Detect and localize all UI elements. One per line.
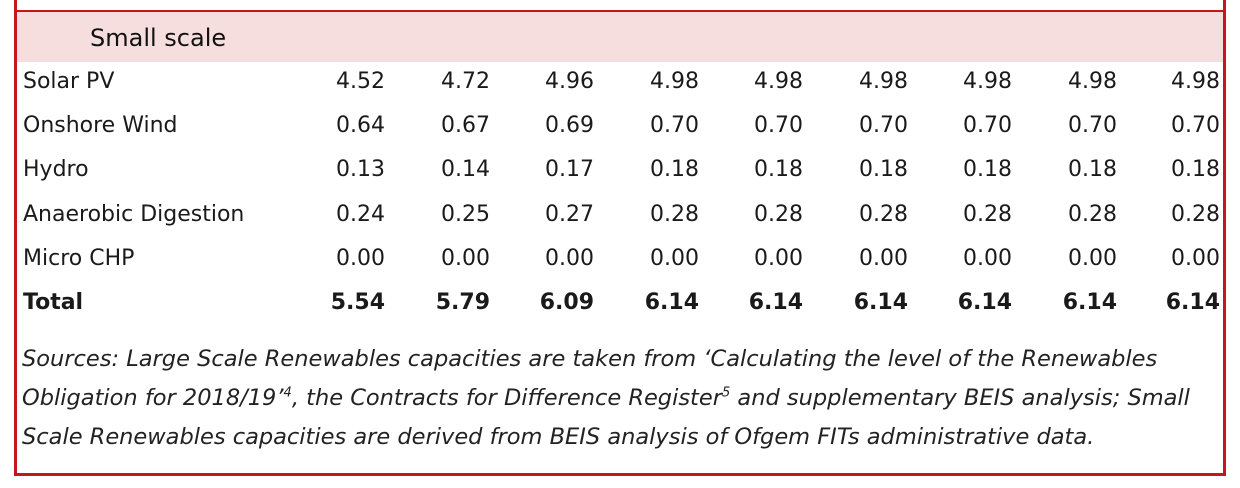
table-cell: 0.00	[1171, 246, 1220, 271]
table-cell: 0.00	[441, 246, 490, 271]
table-cell: 0.70	[754, 113, 803, 138]
table-row: Onshore Wind 0.64 0.67 0.69 0.70 0.70 0.…	[17, 106, 1223, 150]
table-cell: 0.18	[754, 157, 803, 182]
table-cell: 0.18	[859, 157, 908, 182]
table-top-border	[14, 10, 1226, 12]
table-cell: 0.70	[1171, 113, 1220, 138]
table-cell: 0.00	[336, 246, 385, 271]
table-cell: 0.00	[963, 246, 1012, 271]
row-label: Micro CHP	[23, 246, 135, 271]
table-cell: 4.98	[859, 69, 908, 94]
table-cell: 0.70	[1068, 113, 1117, 138]
table-cell: 4.98	[963, 69, 1012, 94]
sources-text: Obligation for 2018/19’	[22, 385, 284, 411]
footnote-ref: 4	[283, 385, 292, 401]
footnote-ref: 5	[721, 385, 731, 401]
table-cell: 0.00	[650, 246, 699, 271]
table-cell: 6.14	[1062, 290, 1117, 315]
sources-text: and supplementary BEIS analysis; Small	[730, 385, 1190, 411]
table-cell: 6.09	[539, 290, 594, 315]
table-cell: 0.00	[754, 246, 803, 271]
table-cell: 0.28	[963, 202, 1012, 227]
sources-text: , the Contracts for Difference Register	[291, 385, 722, 411]
table-cell: 0.00	[859, 246, 908, 271]
sources-note: Sources: Large Scale Renewables capaciti…	[22, 340, 1212, 457]
section-title: Small scale	[90, 24, 227, 52]
table-cell: 0.00	[1068, 246, 1117, 271]
table-cell: 0.28	[650, 202, 699, 227]
table-cell: 0.28	[754, 202, 803, 227]
table-cell: 0.13	[336, 157, 385, 182]
table-cell: 4.96	[545, 69, 594, 94]
table-cell: 0.64	[336, 113, 385, 138]
sources-line: Scale Renewables capacities are derived …	[22, 424, 1095, 450]
table-cell: 4.72	[441, 69, 490, 94]
table-cell: 0.70	[650, 113, 699, 138]
table-cell: 0.27	[545, 202, 594, 227]
table-cell: 0.67	[441, 113, 490, 138]
table-cell: 0.28	[1068, 202, 1117, 227]
table-cell: 6.14	[853, 290, 908, 315]
table-cell: 0.00	[545, 246, 594, 271]
table-row: Hydro 0.13 0.14 0.17 0.18 0.18 0.18 0.18…	[17, 150, 1223, 194]
table-cell: 6.14	[1165, 290, 1220, 315]
table-cell: 0.70	[963, 113, 1012, 138]
table-cell: 4.52	[336, 69, 385, 94]
table-row: Micro CHP 0.00 0.00 0.00 0.00 0.00 0.00 …	[17, 239, 1223, 283]
table-cell: 0.69	[545, 113, 594, 138]
row-label: Anaerobic Digestion	[23, 202, 245, 227]
row-label: Onshore Wind	[23, 113, 178, 138]
table-cell: 4.98	[650, 69, 699, 94]
section-header-band	[17, 12, 1223, 62]
table-cell: 0.18	[1068, 157, 1117, 182]
table-cell: 4.98	[1068, 69, 1117, 94]
row-label: Total	[23, 290, 84, 315]
table-cell: 0.18	[650, 157, 699, 182]
table-cell: 5.54	[330, 290, 385, 315]
table-cell: 4.98	[754, 69, 803, 94]
table-cell: 0.14	[441, 157, 490, 182]
table-cell: 6.14	[957, 290, 1012, 315]
table-cell: 0.28	[1171, 202, 1220, 227]
table-cell: 6.14	[644, 290, 699, 315]
table-cell: 5.79	[435, 290, 490, 315]
table-cell: 0.28	[859, 202, 908, 227]
table-cell: 4.98	[1171, 69, 1220, 94]
table-cell: 0.18	[963, 157, 1012, 182]
table-cell: 6.14	[748, 290, 803, 315]
sources-line: Obligation for 2018/19’4, the Contracts …	[22, 379, 1212, 418]
table-cell: 0.25	[441, 202, 490, 227]
table-cell: 0.70	[859, 113, 908, 138]
table-cell: 0.17	[545, 157, 594, 182]
row-label: Solar PV	[23, 69, 115, 94]
table-cell: 0.24	[336, 202, 385, 227]
row-label: Hydro	[23, 157, 89, 182]
sources-line: Sources: Large Scale Renewables capaciti…	[22, 346, 1158, 372]
table-row: Solar PV 4.52 4.72 4.96 4.98 4.98 4.98 4…	[17, 62, 1223, 106]
table-row: Anaerobic Digestion 0.24 0.25 0.27 0.28 …	[17, 195, 1223, 239]
table-frame	[14, 0, 1226, 476]
table-cell: 0.18	[1171, 157, 1220, 182]
table-total-row: Total 5.54 5.79 6.09 6.14 6.14 6.14 6.14…	[17, 283, 1223, 327]
